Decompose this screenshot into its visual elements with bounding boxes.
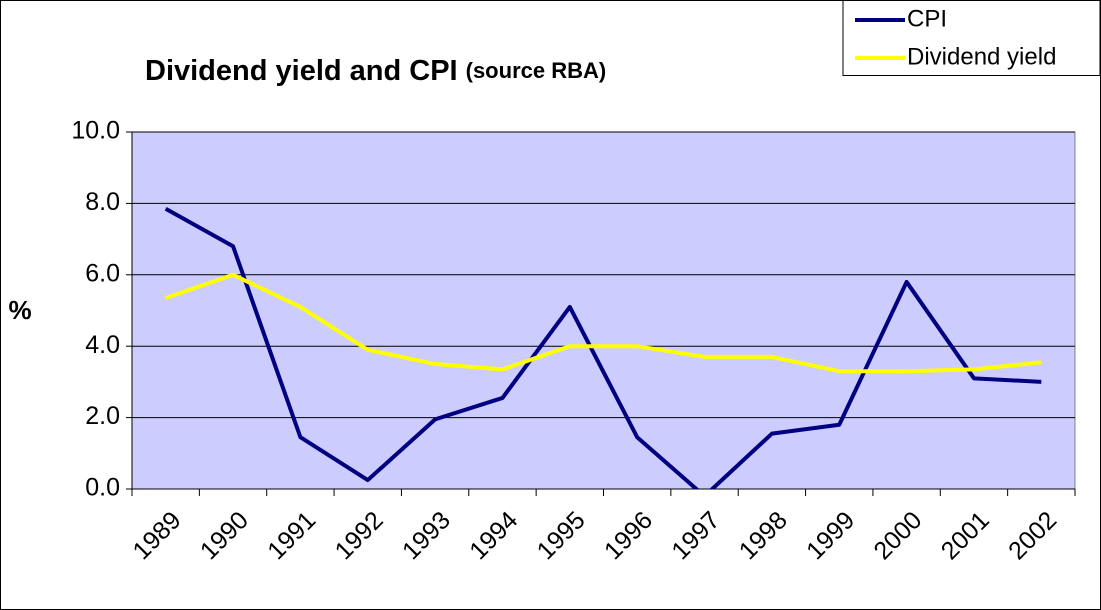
y-tick-label: 2.0: [85, 402, 120, 430]
plot-area: [131, 131, 1076, 490]
legend-box: [842, 0, 1101, 76]
y-tick-label: 8.0: [85, 188, 120, 216]
series-line: [165, 272, 1042, 374]
y-tick-label: 0.0: [85, 474, 120, 502]
y-tick-label: 6.0: [85, 259, 120, 287]
y-tick-label: 4.0: [85, 331, 120, 359]
chart-subtitle: (source RBA): [466, 58, 607, 83]
y-axis-label: %: [8, 295, 31, 325]
lines: [164, 207, 1042, 489]
y-tick-label: 10.0: [71, 117, 120, 145]
chart-title: Dividend yield and CPI: [145, 55, 458, 87]
chart-title-line: Dividend yield and CPI (source RBA): [145, 55, 606, 87]
series-line: [164, 207, 1042, 489]
legend-label: CPI: [907, 5, 947, 32]
legend-label: Dividend yield: [907, 43, 1056, 70]
